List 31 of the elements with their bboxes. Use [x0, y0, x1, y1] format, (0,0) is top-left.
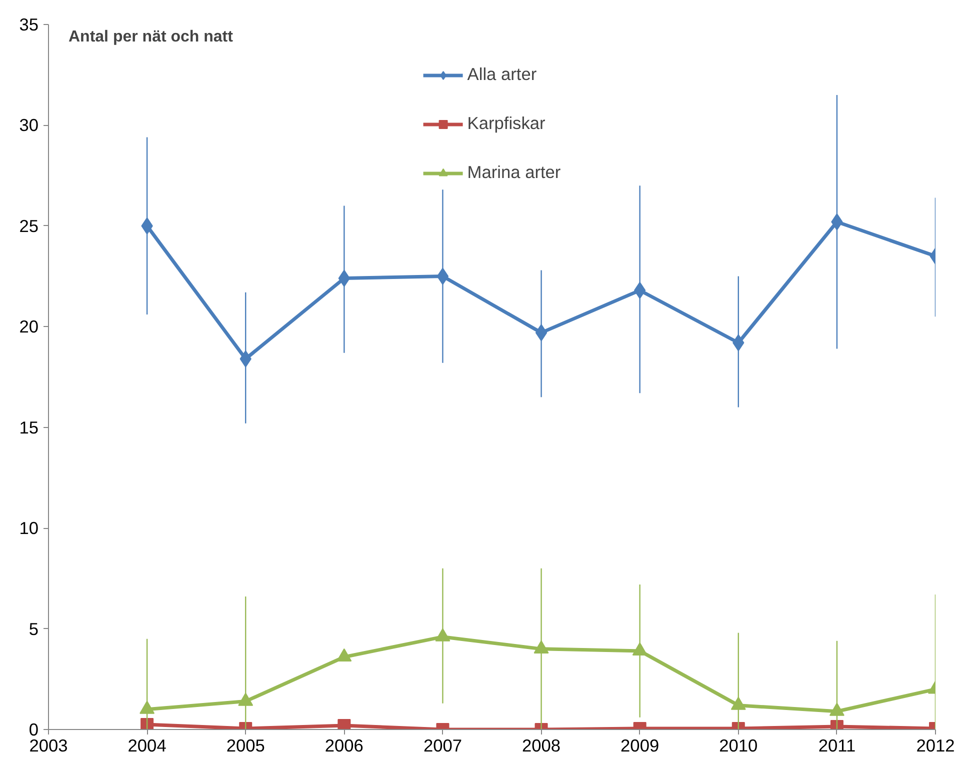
point — [730, 696, 746, 710]
y-tick-label: 25 — [19, 216, 39, 236]
y-tick-label: 15 — [19, 417, 39, 438]
x-tick-label: 2010 — [719, 736, 758, 756]
y-tick-label: 10 — [19, 518, 39, 538]
x-tick-label: 2005 — [226, 736, 265, 756]
x-tick-label: 2008 — [522, 736, 561, 756]
x-tick-label: 2009 — [620, 736, 660, 756]
y-tick-label: 30 — [19, 115, 39, 136]
legend-label: Marina arter — [467, 162, 561, 183]
legend-label: Karpfiskar — [467, 113, 546, 134]
point — [436, 268, 449, 285]
point — [338, 718, 351, 730]
x-tick-label: 2004 — [128, 736, 167, 756]
point — [336, 648, 352, 662]
point — [238, 692, 254, 706]
y-tick-label: 20 — [19, 316, 39, 337]
x-tick-label: 2012 — [916, 736, 955, 756]
y-axis-title: Antal per nät och natt — [68, 28, 234, 46]
point — [632, 642, 648, 656]
x-tick-label: 2006 — [324, 736, 364, 756]
point — [435, 628, 450, 642]
point — [829, 702, 844, 716]
point — [535, 324, 548, 342]
y-tick-label: 35 — [19, 14, 39, 34]
point — [140, 700, 155, 714]
point — [534, 640, 549, 654]
x-tick-label: 2007 — [423, 736, 462, 756]
legend-label: Alla arter — [467, 64, 537, 85]
y-tick-label: 5 — [28, 618, 39, 639]
x-tick-label: 2011 — [818, 736, 856, 756]
